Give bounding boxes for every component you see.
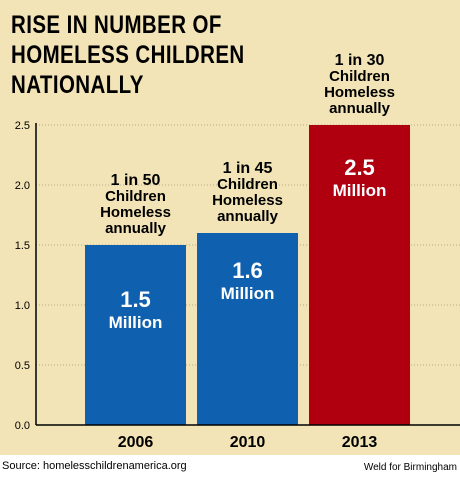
y-tick-label: 2.0 — [15, 180, 30, 192]
credit-note: Weld for Birmingham — [363, 462, 457, 473]
x-tick-label: 2013 — [342, 434, 378, 451]
chart-title: RISE IN NUMBER OF HOMELESS CHILDREN NATI… — [11, 11, 245, 99]
y-tick-label: 0.0 — [15, 420, 30, 432]
y-tick-label: 1.0 — [15, 300, 30, 312]
bar-2010 — [197, 233, 298, 425]
bar-value-label: 1.6 — [232, 258, 263, 283]
bar-unit-label: Million — [109, 313, 163, 332]
x-tick-label: 2010 — [230, 434, 266, 451]
bar-annotation: Homeless — [212, 192, 283, 209]
bar-annotation: Homeless — [324, 84, 395, 101]
bar-2013 — [309, 125, 410, 425]
bar-2006 — [85, 245, 186, 425]
bar-annotation: annually — [329, 100, 391, 117]
bar-annotation: Children — [105, 188, 166, 205]
bar-annotation: 1 in 50 — [111, 172, 161, 189]
source-note: Source: homelesschildrenamerica.org — [2, 460, 187, 472]
bar-annotation: Children — [329, 68, 390, 85]
bar-annotation: 1 in 30 — [335, 52, 385, 69]
y-tick-label: 2.5 — [15, 120, 30, 132]
bar-unit-label: Million — [221, 284, 275, 303]
bar-unit-label: Million — [333, 181, 387, 200]
y-tick-label: 1.5 — [15, 240, 30, 252]
bar-annotation: Homeless — [100, 204, 171, 221]
bar-value-label: 2.5 — [344, 155, 375, 180]
bar-annotation: Children — [217, 176, 278, 193]
x-tick-label: 2006 — [118, 434, 154, 451]
bar-annotation: annually — [217, 208, 279, 225]
y-tick-label: 0.5 — [15, 360, 30, 372]
bar-annotation: annually — [105, 220, 167, 237]
footer — [0, 455, 460, 480]
bar-value-label: 1.5 — [120, 287, 151, 312]
bar-annotation: 1 in 45 — [223, 160, 273, 177]
